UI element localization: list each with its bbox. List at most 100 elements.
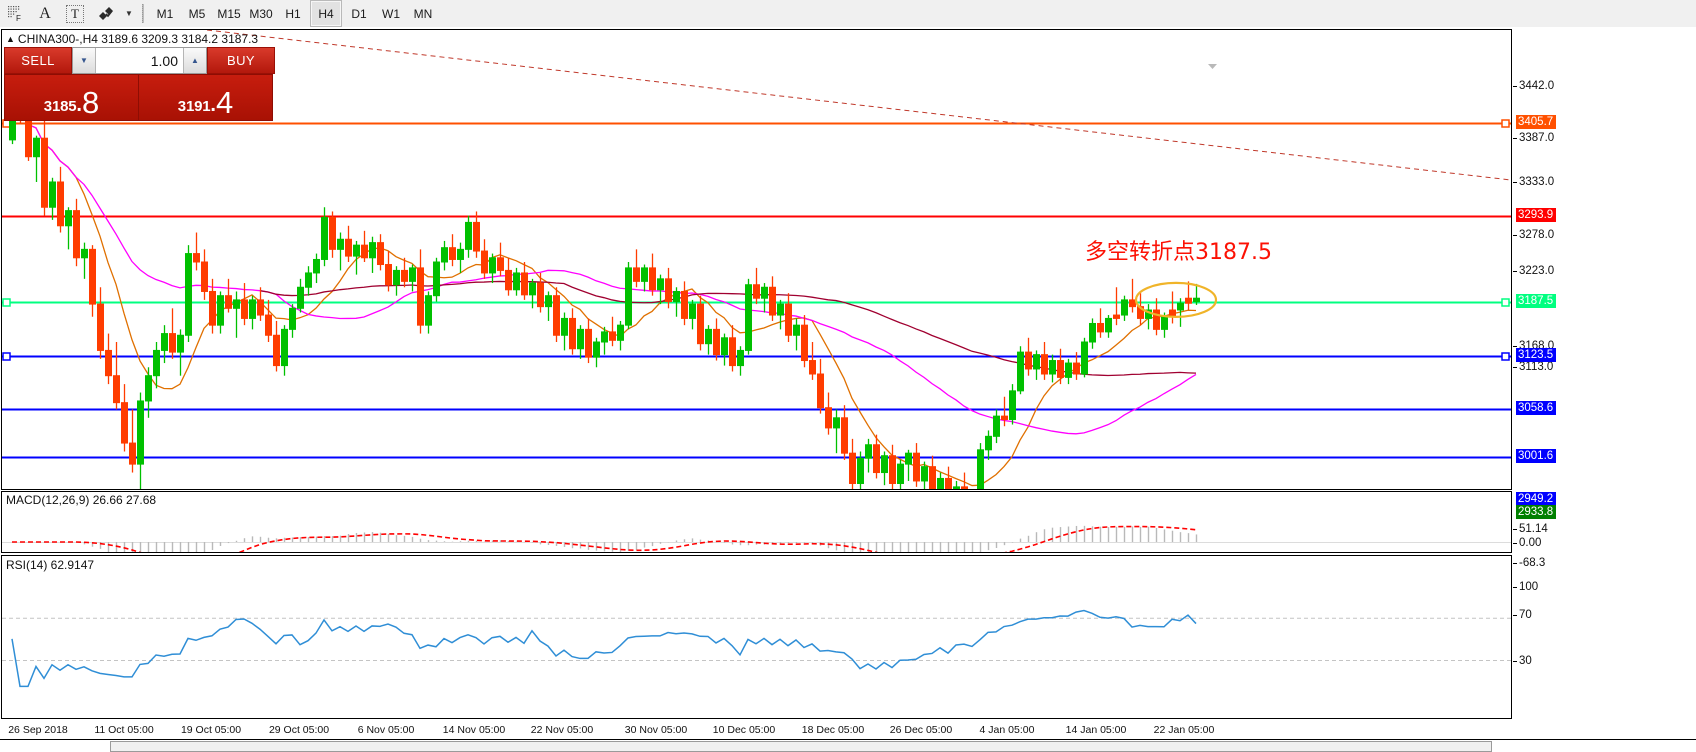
date-tick: 6 Nov 05:00 [357,724,415,736]
price-level-label-3293.9[interactable]: 3293.9 [1516,208,1557,222]
macd-tick-0.00: 0.00 [1513,537,1541,549]
date-tick: 14 Nov 05:00 [442,724,506,736]
chart-toolbar: F A T ▼ M1 M5 M15 M30 H1 H4 D1 W1 MN [0,0,1696,28]
trade-controls-row: SELL ▼ ▲ BUY [4,47,275,74]
tick-dash [1513,367,1517,368]
rsi-tick-100: 100 [1513,581,1538,593]
text-label-icon[interactable]: T [60,1,90,26]
price-tick-3387.0: 3387.0 [1513,132,1554,144]
tick-dash [1513,346,1517,347]
sell-price-box[interactable]: 3185 . 8 [4,74,139,121]
objects-icon[interactable] [90,1,120,26]
buy-price-fraction: 4 [215,85,234,120]
price-tick-3442.0: 3442.0 [1513,80,1554,92]
tick-dash [1513,182,1517,183]
text-a-icon[interactable]: A [39,4,51,22]
sell-price-decimal-separator: . [76,94,82,116]
tick-dash [1513,86,1517,87]
volume-stepper[interactable]: ▼ ▲ [72,47,207,74]
tick-dash [1513,271,1517,272]
tick-dash [1513,529,1517,530]
tick-dash [1513,235,1517,236]
timeframe-m1[interactable]: M1 [156,6,174,21]
rsi-pane[interactable] [1,555,1512,719]
collapse-triangle-icon[interactable]: ▲ [6,34,15,44]
date-tick: 10 Dec 05:00 [712,724,776,736]
pane-resize-handle[interactable] [1208,56,1217,69]
macd-plot[interactable] [2,492,1511,552]
date-tick: 14 Jan 05:00 [1065,724,1127,736]
volume-input[interactable] [96,48,183,73]
sell-price-integer: 3185 [43,98,77,115]
timeframe-m5[interactable]: M5 [188,6,206,21]
highlight-ellipse [1134,281,1218,318]
price-scale[interactable]: 3442.0 3387.0 3333.0 3278.0 3223.0 3168.0 3113… [1513,27,1696,727]
date-axis: 26 Sep 2018 11 Oct 05:00 19 Oct 05:00 29 Oc… [0,724,1511,740]
crosshair-f-icon[interactable]: F [0,1,30,26]
toolbar-separator [142,4,144,23]
volume-decrease-button[interactable]: ▼ [73,48,96,73]
chart-area: ▲ CHINA300-,H4 3189.6 3209.3 3184.2 3187.… [0,27,1696,751]
rsi-tick-30: 30 [1513,655,1532,667]
date-tick: 18 Dec 05:00 [801,724,865,736]
macd-tick-51.14: 51.14 [1513,523,1548,535]
date-tick: 4 Jan 05:00 [979,724,1035,736]
rsi-plot[interactable] [2,556,1511,718]
timeframe-h1[interactable]: H1 [285,6,301,21]
tick-dash [1513,543,1517,544]
tick-dash [1513,563,1517,564]
symbol-header: ▲ CHINA300-,H4 3189.6 3209.3 3184.2 3187.… [6,32,258,46]
one-click-trading-panel[interactable]: SELL ▼ ▲ BUY 3185 . 8 3191 . 4 [4,47,275,121]
trade-prices-row: 3185 . 8 3191 . 4 [4,74,275,121]
price-plot[interactable] [2,30,1511,489]
svg-text:F: F [16,14,21,22]
buy-price-integer: 3191 [177,98,211,115]
timeframe-h4[interactable]: H4 [310,0,342,27]
timeframe-d1[interactable]: D1 [351,6,367,21]
buy-price-decimal-separator: . [210,94,216,116]
timeframe-w1[interactable]: W1 [382,6,400,21]
price-level-label-3058.6[interactable]: 3058.6 [1516,401,1557,415]
price-level-label-3001.6[interactable]: 3001.6 [1516,449,1557,463]
sell-price-fraction: 8 [81,85,100,120]
macd-chart-svg [2,525,1511,552]
rsi-title: RSI(14) 62.9147 [6,558,95,572]
symbol-header-text: CHINA300-,H4 3189.6 3209.3 3184.2 3187.3 [17,32,259,46]
price-tick-3113.0: 3113.0 [1513,361,1553,373]
tick-dash [1513,587,1517,588]
date-tick: 11 Oct 05:00 [94,724,154,736]
scrollbar-thumb[interactable] [110,741,1492,752]
timeframe-m15[interactable]: M15 [217,6,241,21]
date-tick: 22 Jan 05:00 [1153,724,1215,736]
date-tick: 26 Dec 05:00 [889,724,953,736]
date-tick: 26 Sep 2018 [8,724,68,736]
buy-price-box[interactable]: 3191 . 4 [138,74,273,121]
buy-button[interactable]: BUY [207,47,275,74]
macd-pane[interactable] [1,491,1512,553]
horizontal-scrollbar[interactable] [0,739,1696,752]
price-level-label-3123.5[interactable]: 3123.5 [1516,348,1557,362]
tick-dash [1513,615,1517,616]
price-level-label-3187.5[interactable]: 3187.5 [1516,294,1557,308]
chart-annotation-text: 多空转折点3187.5 [1085,240,1272,265]
volume-increase-button[interactable]: ▲ [183,48,206,73]
tick-dash [1513,138,1517,139]
sell-button[interactable]: SELL [4,47,72,74]
objects-dropdown-caret-icon[interactable]: ▼ [125,9,133,18]
price-level-label-2933.8[interactable]: 2933.8 [1516,505,1557,519]
price-tick-3333.0: 3333.0 [1513,176,1554,188]
date-tick: 22 Nov 05:00 [530,724,594,736]
price-level-label-3405.7[interactable]: 3405.7 [1516,115,1557,129]
macd-title: MACD(12,26,9) 26.66 27.68 [6,493,157,507]
date-tick: 29 Oct 05:00 [268,724,330,736]
price-tick-3223.0: 3223.0 [1513,265,1554,277]
price-level-label-2949.2[interactable]: 2949.2 [1516,492,1557,506]
macd-tick--68.3: -68.3 [1513,557,1545,569]
timeframe-m30[interactable]: M30 [249,6,273,21]
date-tick: 30 Nov 05:00 [624,724,688,736]
price-tick-3278.0: 3278.0 [1513,229,1554,241]
timeframe-mn[interactable]: MN [413,6,433,21]
price-chart-svg [2,30,1511,489]
tick-dash [1513,661,1517,662]
